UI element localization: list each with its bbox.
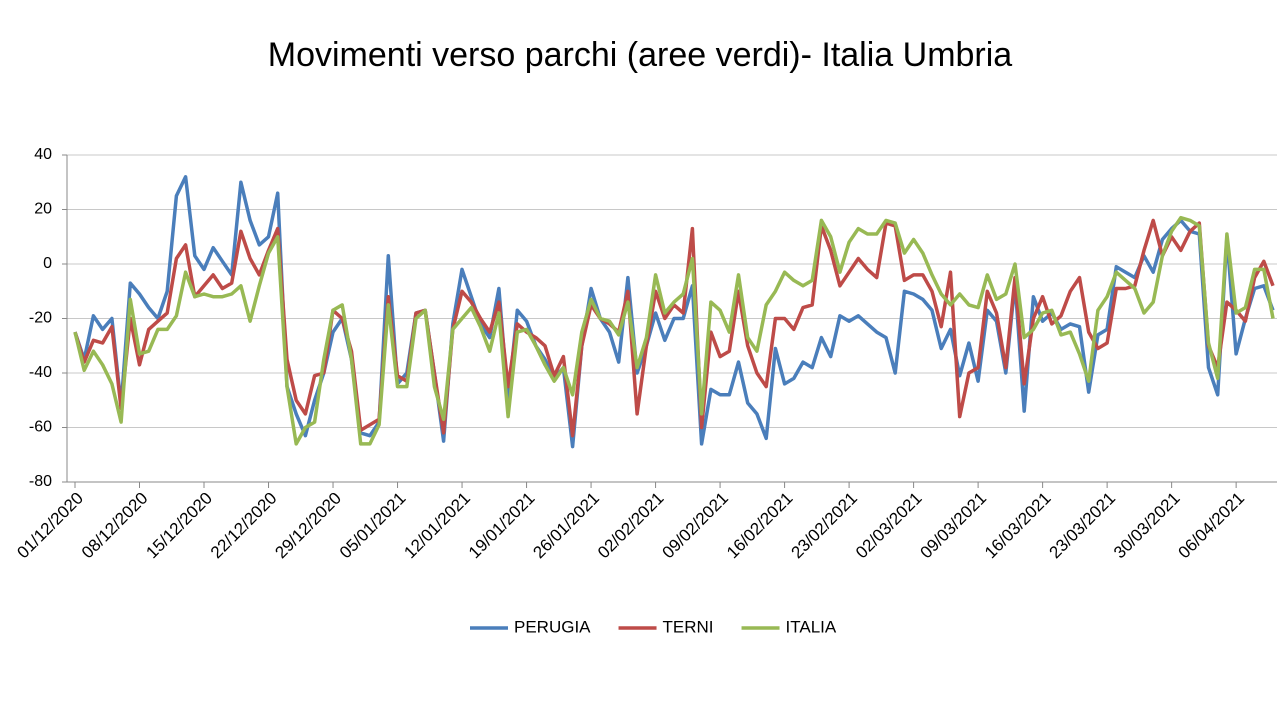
series-line: [73, 218, 1275, 438]
y-tick-label: -60: [29, 419, 52, 436]
legend-label: PERUGIA: [514, 617, 591, 636]
y-tick-label: -40: [29, 364, 52, 381]
y-tick-label: 20: [34, 201, 52, 218]
y-tick-label: 0: [43, 255, 52, 272]
chart-title: Movimenti verso parchi (aree verdi)- Ita…: [268, 36, 1013, 74]
y-tick-label: -20: [29, 310, 52, 327]
series-line: [73, 215, 1275, 446]
y-tick-label: 40: [34, 146, 52, 163]
legend-label: TERNI: [663, 617, 714, 636]
legend-label: ITALIA: [786, 617, 837, 636]
series-line: [73, 175, 1275, 449]
y-tick-label: -80: [29, 473, 52, 490]
